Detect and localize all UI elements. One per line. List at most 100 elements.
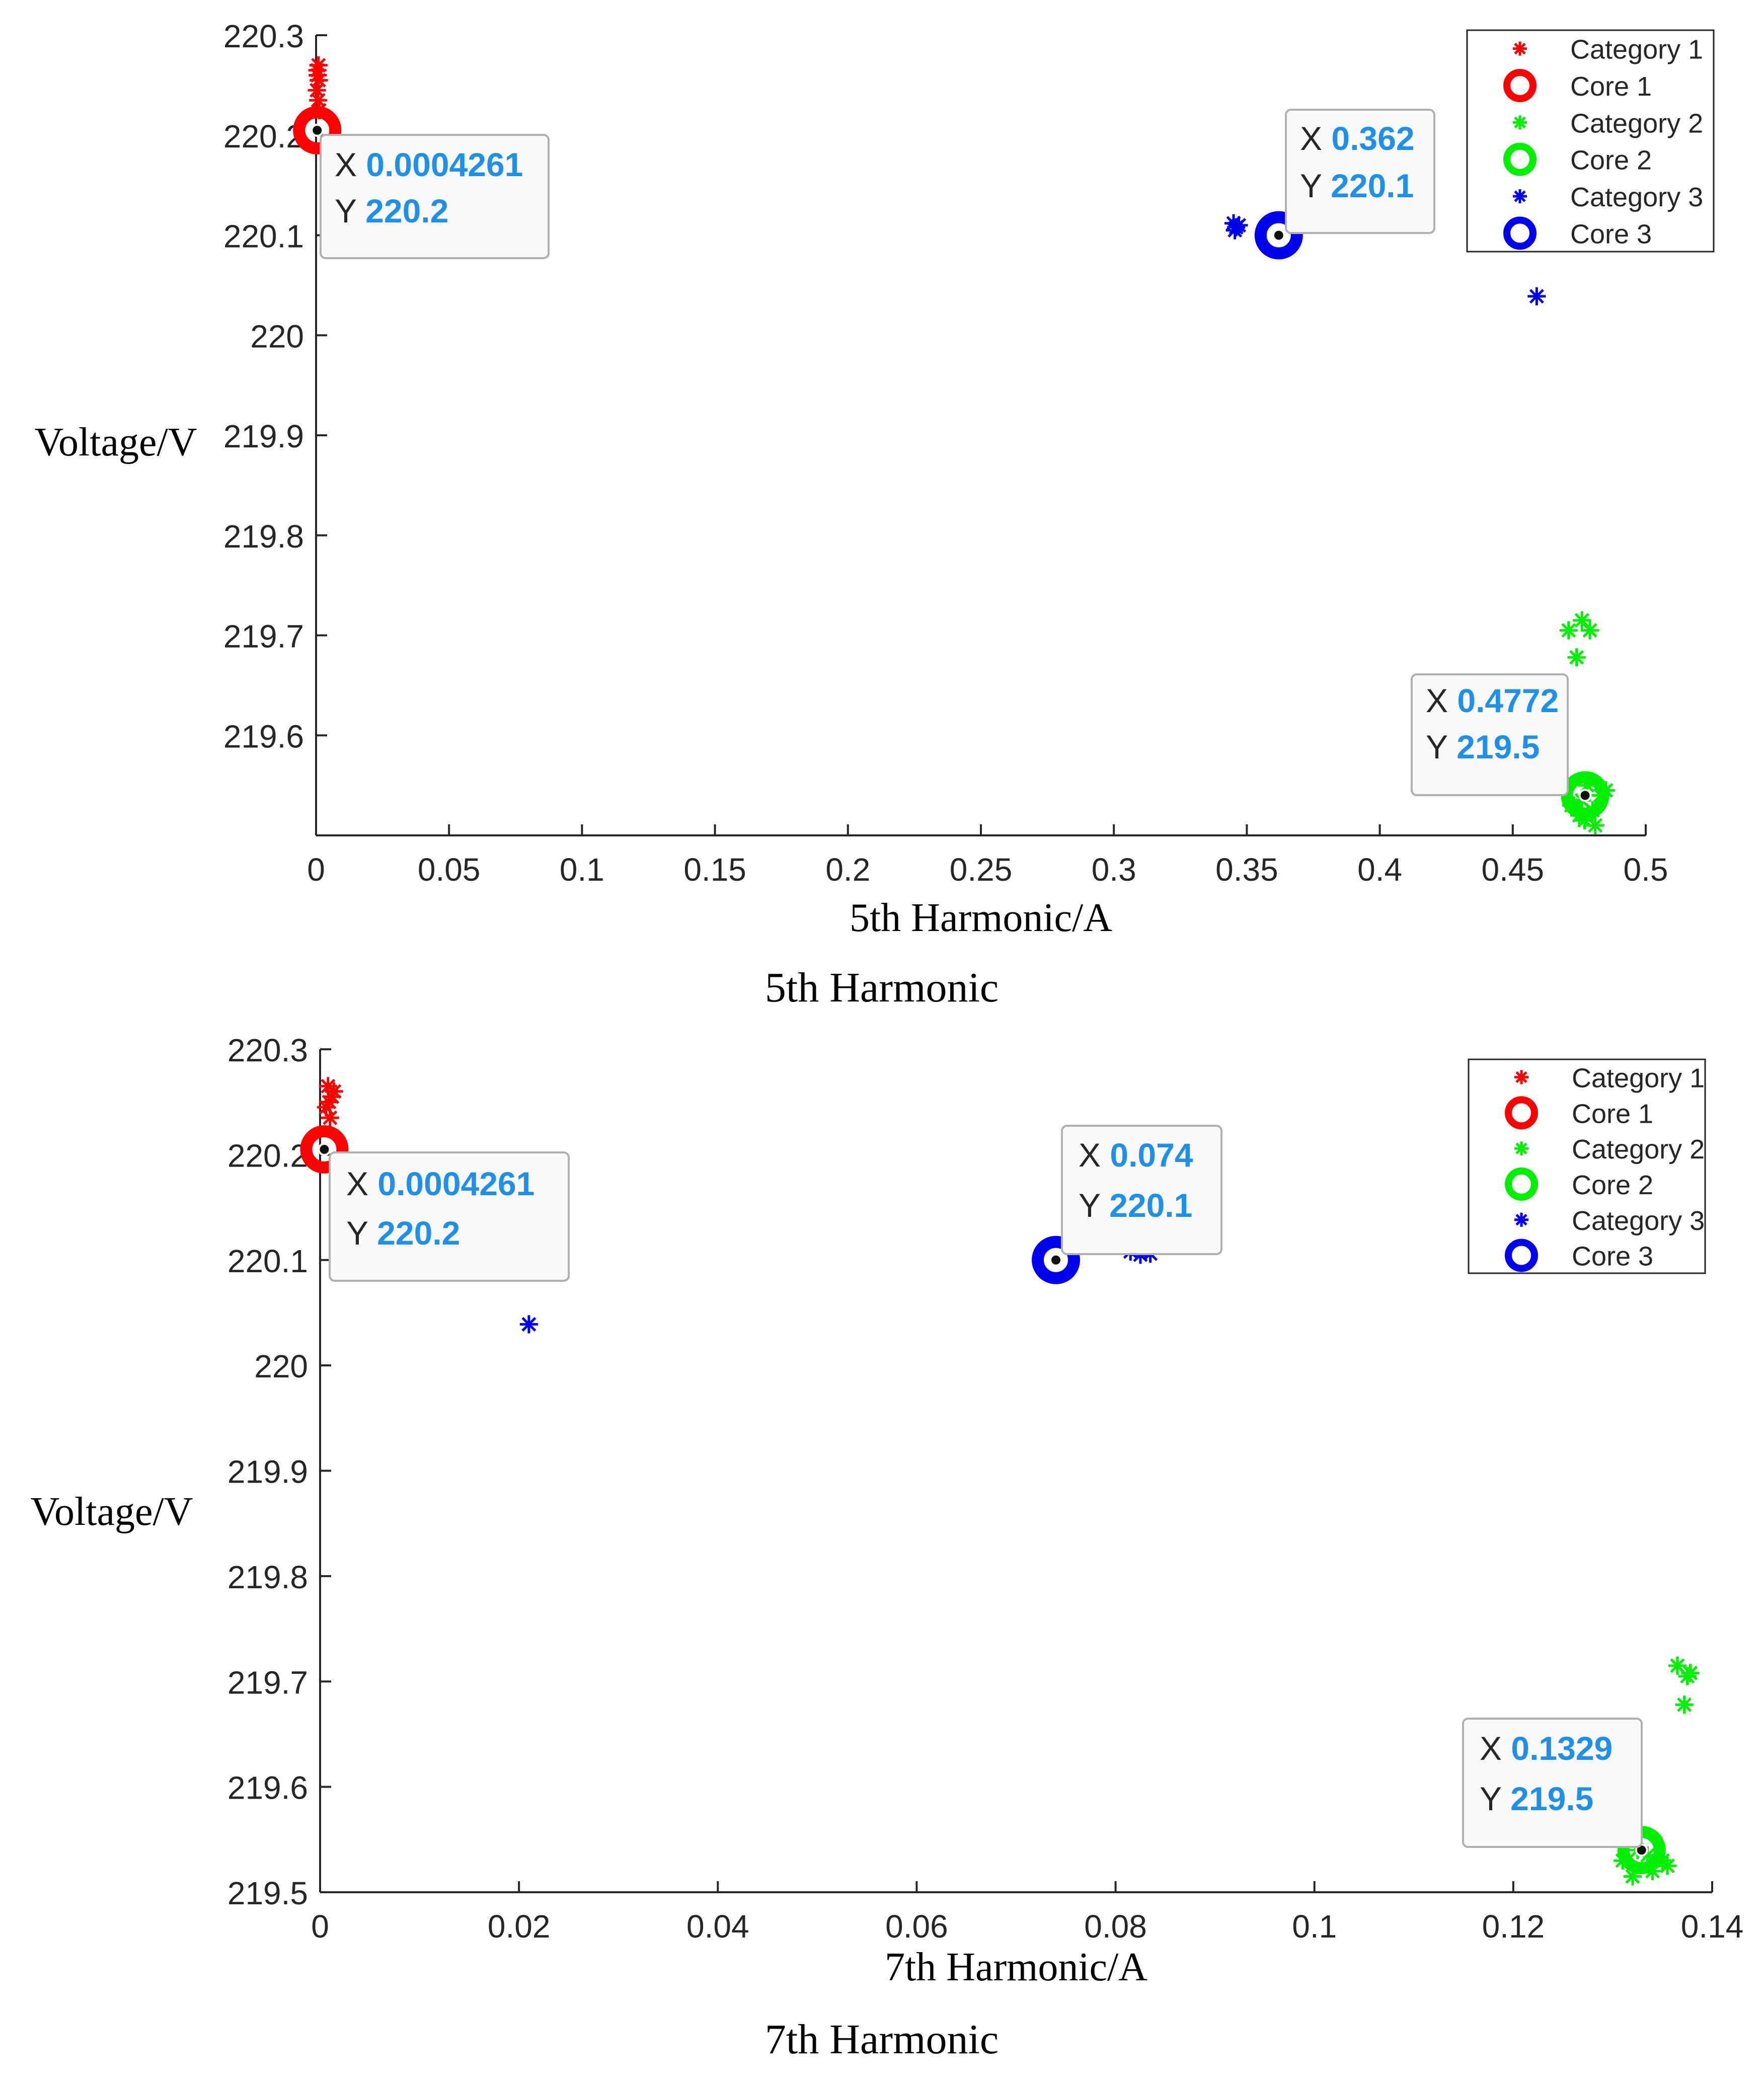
- legend-point-marker: [1513, 115, 1527, 130]
- datatip-y-line: Y 220.2: [346, 1214, 460, 1252]
- legend-entry: Core 2: [1572, 1170, 1653, 1200]
- x-tick-label: 0.25: [950, 852, 1013, 888]
- y-tick-label: 219.7: [223, 618, 304, 655]
- datatip-box: [1411, 673, 1569, 796]
- y-tick-label: 219.5: [227, 1875, 308, 1911]
- series-core-3: [1032, 1235, 1081, 1284]
- legend-entry: Core 1: [1572, 1099, 1653, 1129]
- legend-core-marker: [1505, 1167, 1538, 1201]
- x-tick-label: 0.4: [1357, 852, 1402, 888]
- datatip-x-line: X 0.0004261: [335, 146, 523, 183]
- legend-entry: Category 1: [1570, 35, 1703, 65]
- series-core-1: [293, 106, 342, 154]
- x-tick-label: 0.35: [1215, 852, 1278, 888]
- datatip-marker-dot: [320, 1144, 329, 1154]
- data-point: [519, 1315, 538, 1334]
- core-marker: [1032, 1235, 1081, 1284]
- datatip: X 0.362 Y 220.1: [1285, 109, 1435, 234]
- x-tick-label: 0.15: [683, 852, 746, 888]
- series-core-1: [300, 1125, 349, 1174]
- datatip-y-line: Y 219.5: [1480, 1780, 1593, 1817]
- x-tick-label: 0: [307, 852, 325, 888]
- series-category-3: [519, 1240, 1160, 1334]
- legend-point-marker: [1514, 1212, 1528, 1227]
- datatip-box: [1061, 1125, 1222, 1255]
- y-tick-label: 220.3: [227, 1032, 308, 1068]
- datatip-y-line: Y 219.5: [1426, 728, 1540, 765]
- y-tick-label: 220.1: [227, 1243, 308, 1279]
- series-core-2: [1561, 771, 1609, 820]
- datatip-box: [329, 1151, 570, 1282]
- datatip-y-line: Y 220.1: [1300, 167, 1414, 204]
- legend-entry: Category 2: [1570, 108, 1703, 138]
- core-marker: [300, 1125, 349, 1174]
- series-category-3: [1224, 214, 1546, 305]
- x-tick-label: 0.04: [686, 1908, 749, 1945]
- x-tick-label: 0.12: [1482, 1908, 1545, 1945]
- legend-core-marker: [1503, 142, 1537, 176]
- y-tick-label: 220.2: [223, 118, 304, 154]
- data-point: [320, 1093, 338, 1111]
- x-tick-label: 0.5: [1624, 852, 1668, 888]
- y-tick-label: 219.6: [223, 718, 304, 754]
- legend-entry: Core 2: [1570, 145, 1652, 176]
- data-point: [1668, 1656, 1686, 1675]
- chart-2: 219.5 219.6 219.7 219.8 219.9 220 220.1 220.2 22…: [31, 1032, 1744, 2063]
- y-tick-label: 220.1: [223, 218, 304, 255]
- x-tick-label: 0.2: [825, 852, 870, 888]
- legend-entry: Category 3: [1570, 182, 1703, 212]
- data-point: [1559, 621, 1578, 640]
- datatip-x-line: X 0.1329: [1480, 1730, 1613, 1767]
- legend-entry: Category 1: [1572, 1063, 1705, 1093]
- datatip-x-line: X 0.362: [1300, 120, 1415, 157]
- x-tick-label: 0: [311, 1908, 329, 1945]
- datatip-x-line: X 0.0004261: [346, 1165, 534, 1202]
- datatip-y-line: Y 220.2: [335, 192, 448, 229]
- datatip-box: [320, 134, 550, 259]
- x-tick-label: 0.05: [418, 852, 481, 888]
- y-tick-label: 220: [254, 1348, 308, 1384]
- datatip-marker-dot: [1051, 1255, 1061, 1265]
- legend-point-marker: [1514, 1141, 1528, 1156]
- x-tick-label: 0.14: [1681, 1908, 1744, 1945]
- legend-entry: Category 3: [1572, 1206, 1705, 1236]
- datatip: X 0.0004261 Y 220.2: [329, 1151, 570, 1282]
- y-tick-label: 219.9: [227, 1454, 308, 1490]
- legend-core-marker: [1503, 216, 1537, 250]
- x-axis-label: 5th Harmonic/A: [850, 896, 1112, 940]
- core-marker: [1561, 771, 1609, 820]
- y-tick-label: 219.8: [223, 518, 304, 555]
- y-tick-label: 219.7: [227, 1664, 308, 1700]
- legend-core-marker: [1505, 1096, 1538, 1130]
- data-point: [1527, 287, 1546, 305]
- y-tick-label: 219.9: [223, 418, 304, 454]
- legend-entry: Core 1: [1570, 71, 1652, 102]
- y-tick-label: 220.3: [223, 18, 304, 54]
- data-point: [1675, 1695, 1694, 1714]
- legend-box: [1468, 1058, 1706, 1274]
- datatip-box: [1285, 109, 1435, 234]
- x-tick-label: 0.1: [560, 852, 604, 888]
- x-tick-label: 0.45: [1482, 852, 1545, 888]
- legend-entry: Category 2: [1572, 1134, 1705, 1165]
- legend-core-marker: [1505, 1239, 1538, 1272]
- x-tick-label: 0.3: [1092, 852, 1136, 888]
- legend: Category 1 Core 1 Category 2 Core 2 Category…: [1466, 29, 1715, 253]
- data-point: [1681, 1664, 1700, 1682]
- core-marker: [293, 106, 342, 154]
- legend-entry: Core 3: [1572, 1242, 1653, 1272]
- y-tick-label: 220: [250, 318, 304, 354]
- datatip-marker-dot: [313, 125, 322, 135]
- datatip-box: [1462, 1718, 1643, 1848]
- y-tick-label: 219.8: [227, 1559, 308, 1595]
- datatip: X 0.074 Y 220.1: [1061, 1125, 1222, 1255]
- y-tick-label: 219.6: [227, 1770, 308, 1806]
- legend-point-marker: [1513, 41, 1527, 56]
- legend-box: [1466, 29, 1715, 253]
- x-tick-label: 0.02: [488, 1908, 551, 1945]
- y-axis-label: Voltage/V: [31, 1490, 193, 1534]
- series-core-3: [1254, 211, 1303, 260]
- datatip-marker-dot: [1580, 791, 1590, 800]
- y-axis-label: Voltage/V: [35, 420, 197, 465]
